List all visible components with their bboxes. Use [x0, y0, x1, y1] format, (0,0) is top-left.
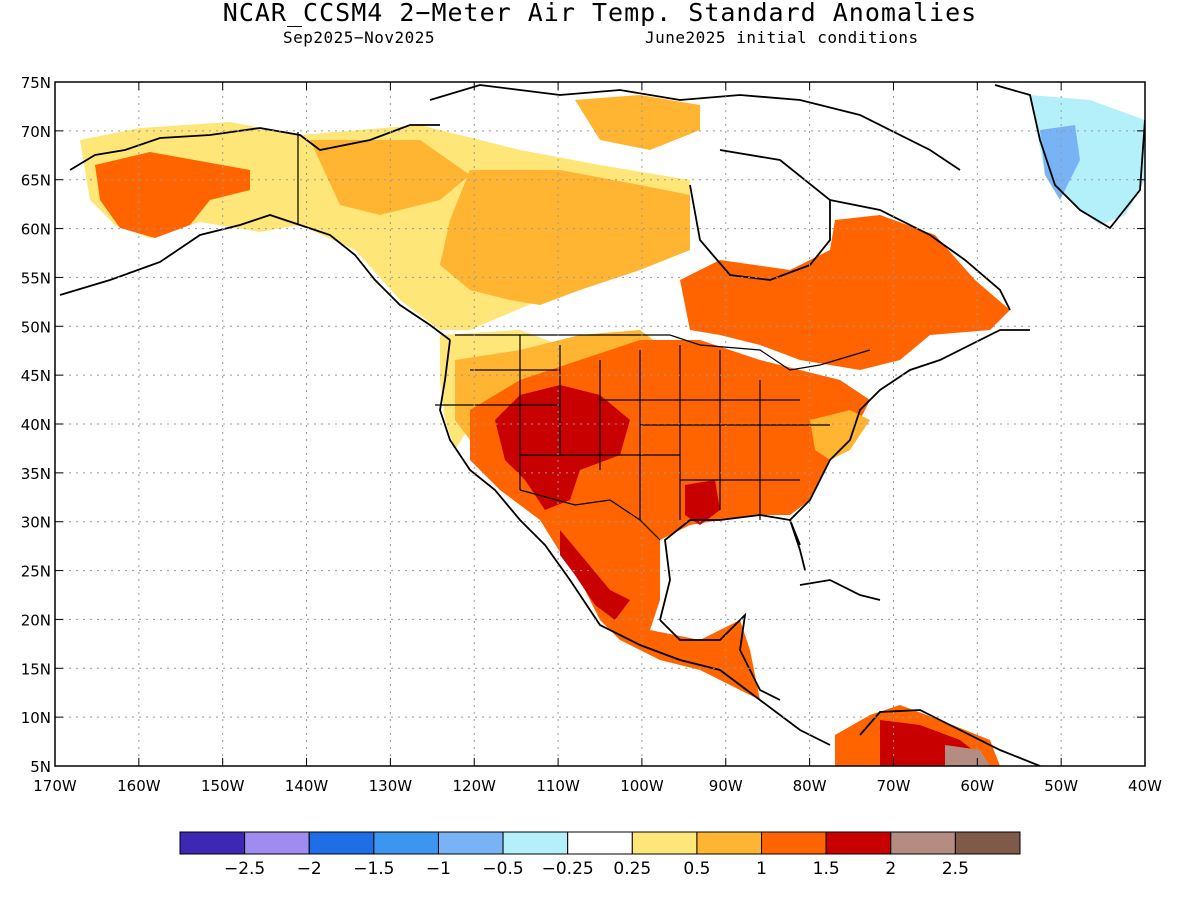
canada-moderate-anomaly	[310, 140, 470, 215]
colorbar-label: 2	[885, 859, 896, 879]
lon-label: 120W	[452, 777, 496, 795]
lat-label: 55N	[21, 269, 51, 287]
colorbar-label: 0.5	[683, 859, 710, 879]
lon-label: 50W	[1044, 777, 1078, 795]
colorbar-swatch	[696, 831, 763, 855]
lon-label: 130W	[369, 777, 413, 795]
lat-label: 15N	[21, 660, 51, 678]
lat-label: 65N	[21, 172, 51, 190]
boundary-layer	[297, 132, 871, 541]
colorbar-label: −0.25	[542, 859, 594, 879]
colorbar-swatch	[308, 831, 375, 855]
southwest-strong-anomaly	[495, 385, 630, 510]
colorbar-swatch	[567, 831, 633, 855]
labrador-coastline	[829, 199, 1011, 311]
colorbar-label: −0.5	[482, 859, 523, 879]
colorbar: −2.5 −2 −1.5 −1 −0.5 −0.25 0.25 0.5 1 1.5 2 2.5	[179, 831, 1021, 879]
lon-label: 70W	[877, 777, 911, 795]
map-title: NCAR_CCSM4 2−Meter Air Temp. Standard An…	[222, 0, 978, 27]
hudson-region-moderate-anomaly	[575, 95, 700, 150]
coastline-layer	[59, 84, 1145, 766]
state-lines-west	[435, 335, 680, 520]
south-america-coastline	[859, 709, 1041, 766]
period-subtitle: Sep2025−Nov2025	[283, 28, 435, 47]
mexico-strong-anomaly	[560, 530, 630, 620]
west-coast	[439, 339, 831, 746]
colorbar-swatch	[825, 831, 892, 855]
colorbar-label: −2.5	[224, 859, 265, 879]
latitude-labels: 75N 70N 65N 60N 55N 50N 45N 40N 35N 30N 25N 20N 15N 1…	[21, 74, 51, 776]
lat-label: 60N	[21, 221, 51, 239]
alaska-south-coastline	[59, 214, 451, 341]
lon-label: 170W	[33, 777, 77, 795]
colorbar-swatch	[890, 831, 956, 855]
greenland-colder-anomaly	[1040, 125, 1080, 200]
alaska-warm-anomaly	[95, 152, 250, 238]
colorbar-swatch	[373, 831, 439, 855]
lat-label: 25N	[21, 563, 51, 581]
mexico-warm-anomaly	[600, 610, 760, 700]
lon-label: 60W	[960, 777, 994, 795]
lon-label: 150W	[201, 777, 245, 795]
tick-layer	[54, 81, 1146, 767]
colorbar-swatch	[179, 831, 246, 855]
lat-label: 40N	[21, 416, 51, 434]
central-canada-moderate-anomaly	[440, 170, 690, 305]
state-lines-central	[600, 345, 830, 520]
cuba-coastline	[799, 579, 881, 601]
south-america-extreme-anomaly	[945, 745, 990, 766]
gulf-coast	[659, 329, 1030, 621]
colorbar-label: −1.5	[353, 859, 394, 879]
colorbar-swatch	[761, 831, 827, 855]
lat-label: 5N	[30, 758, 51, 776]
lat-label: 10N	[21, 709, 51, 727]
lat-label: 75N	[21, 74, 51, 92]
mexico-east-coastline	[659, 612, 781, 701]
colorbar-label: 1.5	[813, 859, 840, 879]
lon-label: 160W	[117, 777, 161, 795]
arctic-islands-coastline	[429, 84, 961, 171]
lat-label: 20N	[21, 611, 51, 629]
colorbar-label: −1	[426, 859, 451, 879]
lat-label: 50N	[21, 318, 51, 336]
initial-conditions-subtitle: June2025 initial conditions	[645, 28, 919, 47]
colorbar-swatch	[631, 831, 698, 855]
lat-label: 35N	[21, 465, 51, 483]
lat-label: 30N	[21, 514, 51, 532]
lon-label: 80W	[793, 777, 827, 795]
us-mexico-border	[519, 489, 661, 541]
us-canada-border	[455, 334, 871, 371]
hudson-bay-white	[690, 150, 830, 275]
lon-label: 110W	[536, 777, 580, 795]
colorbar-label: 0.25	[613, 859, 651, 879]
colorbar-swatch	[244, 831, 310, 855]
lat-label: 45N	[21, 367, 51, 385]
anomaly-fill-layer	[80, 95, 1145, 766]
longitude-labels: 170W 160W 150W 140W 130W 120W 110W 100W 90W 80W 70…	[33, 777, 1162, 795]
lon-label: 140W	[285, 777, 329, 795]
alaska-coastline	[69, 124, 440, 171]
colorbar-swatch	[502, 831, 569, 855]
colorbar-label: 1	[756, 859, 767, 879]
lon-label: 100W	[620, 777, 664, 795]
eastern-canada-warm-anomaly	[680, 215, 1010, 370]
colorbar-swatch	[437, 831, 504, 855]
colorbar-label: 2.5	[942, 859, 969, 879]
grid-layer	[55, 82, 1145, 766]
lat-label: 70N	[21, 123, 51, 141]
gulf-strong-anomaly	[685, 480, 720, 525]
colorbar-label: −2	[297, 859, 322, 879]
greenland-coastline	[994, 84, 1145, 230]
colorbar-swatch	[954, 831, 1021, 855]
lon-label: 90W	[709, 777, 743, 795]
florida-coastline	[789, 519, 806, 571]
lon-label: 40W	[1128, 777, 1162, 795]
